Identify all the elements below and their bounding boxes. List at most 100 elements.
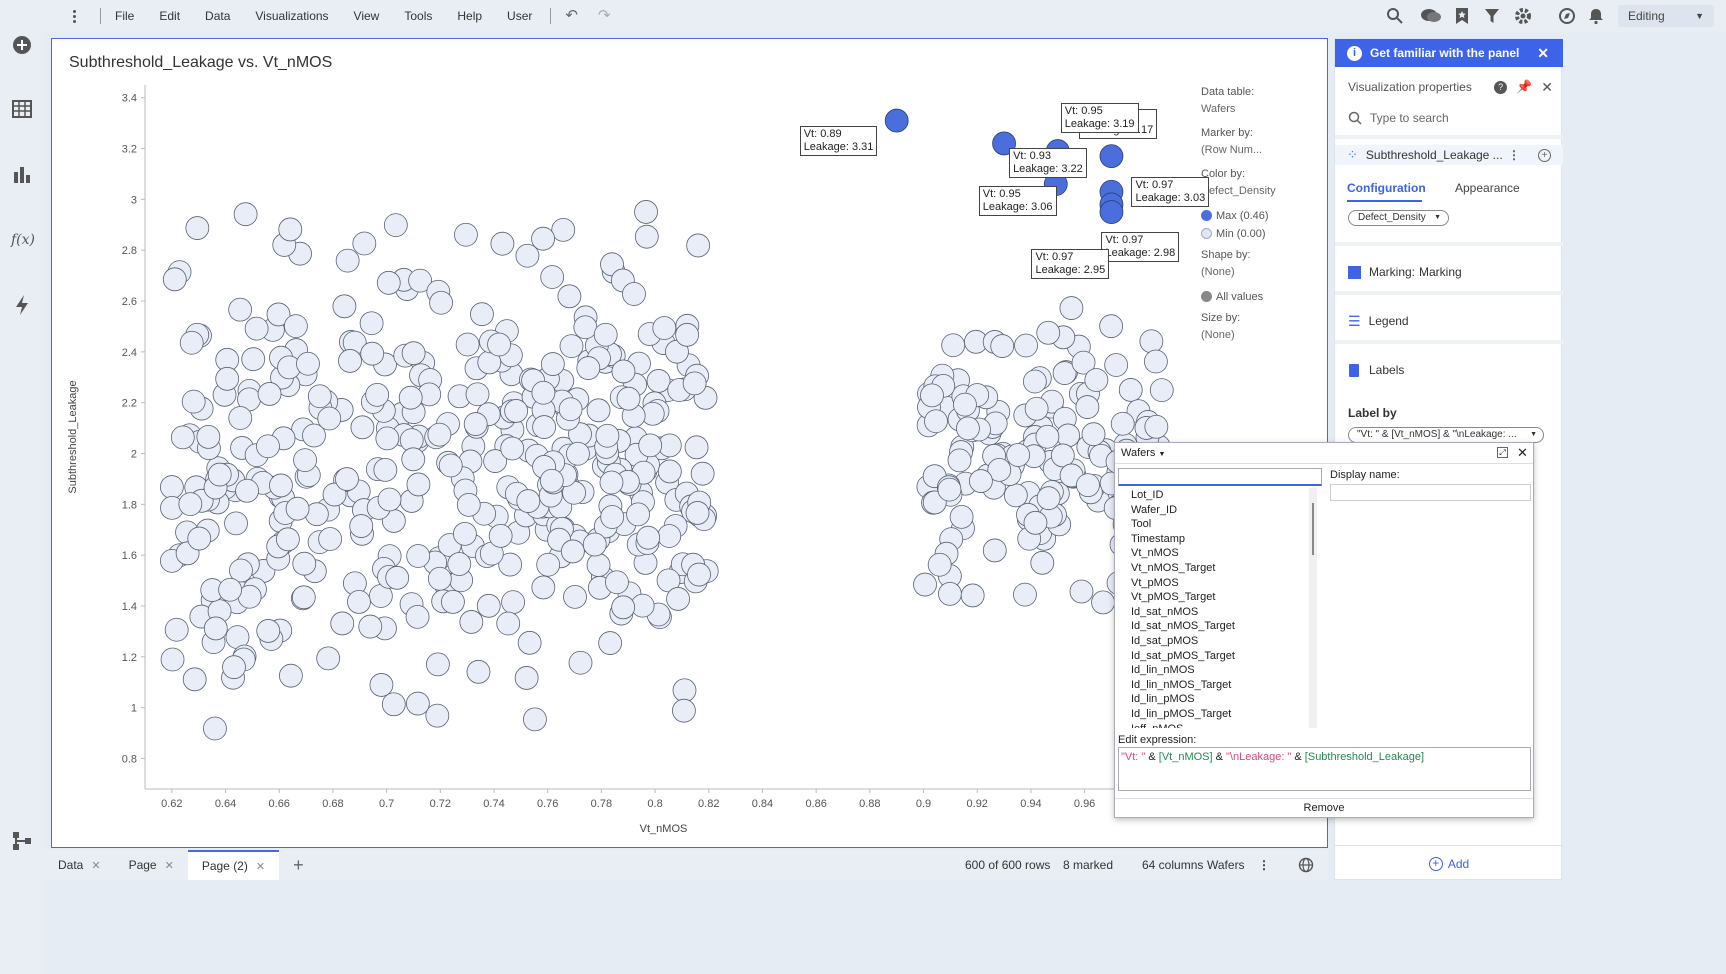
data-point (599, 470, 624, 495)
column-list-item[interactable]: Vt_pMOS_Target (1131, 591, 1216, 604)
column-list-item[interactable]: Lot_ID (1131, 489, 1164, 501)
x-tick-label: 0.62 (161, 798, 182, 810)
x-tick-label: 0.68 (322, 798, 343, 810)
hierarchy-icon[interactable] (11, 830, 33, 852)
expr-amp-2: & (1212, 751, 1227, 763)
x-tick-label: 0.94 (1020, 798, 1041, 810)
legend-section[interactable]: ☰ Legend (1335, 312, 1563, 330)
undo-icon[interactable]: ↶ (565, 7, 578, 24)
remove-button[interactable]: Remove (1115, 798, 1533, 817)
viz-more-icon[interactable]: ⋮ (1508, 148, 1520, 162)
status-table-name[interactable]: Wafers (1207, 858, 1245, 872)
column-list[interactable]: Lot_ID Wafer_ID Tool Timestamp Vt_nMOS Vt_nMO… (1131, 488, 1311, 728)
column-list-item[interactable]: Id_lin_pMOS_Target (1131, 707, 1232, 720)
close-popup-icon[interactable]: ✕ (1517, 445, 1528, 460)
scrollbar-thumb[interactable] (1312, 503, 1314, 555)
data-point (285, 496, 310, 521)
display-name-input[interactable] (1330, 484, 1531, 501)
column-list-item[interactable]: Id_lin_nMOS_Target (1131, 678, 1232, 691)
function-icon[interactable]: f(x) (11, 232, 36, 248)
column-list-item[interactable]: Ieff_nMOS (1131, 722, 1311, 729)
column-list-item[interactable]: Vt_nMOS (1131, 547, 1179, 560)
panel-search[interactable]: Type to search (1335, 107, 1563, 129)
expression-editor[interactable]: "Vt: " & [Vt_nMOS] & "\nLeakage: " & [Su… (1118, 747, 1531, 791)
legend-shape-by-value[interactable]: (None) (1201, 266, 1235, 278)
column-search-input[interactable] (1118, 468, 1322, 486)
tab-configuration[interactable]: Configuration (1347, 181, 1426, 195)
labels-section[interactable]: Labels (1335, 361, 1563, 379)
data-table-icon[interactable] (11, 98, 33, 120)
filter-icon[interactable] (1484, 7, 1500, 25)
column-list-item[interactable]: Timestamp (1131, 532, 1185, 545)
status-more-icon[interactable]: ⋮ (1258, 858, 1270, 872)
menu-view[interactable]: View (353, 9, 380, 23)
menu-edit[interactable]: Edit (159, 9, 181, 23)
menu-user[interactable]: User (507, 9, 533, 23)
column-list-item[interactable]: Id_sat_nMOS (1131, 605, 1199, 618)
tab-page[interactable]: Page ✕ (115, 850, 188, 880)
bookmark-icon[interactable] (1454, 7, 1470, 25)
help-icon[interactable]: ? (1494, 80, 1508, 94)
column-list-item[interactable]: Id_sat_nMOS_Target (1131, 620, 1235, 633)
close-icon[interactable]: ✕ (255, 860, 266, 873)
column-list-item[interactable]: Id_sat_pMOS (1131, 634, 1199, 647)
notifications-bell-icon[interactable] (1588, 7, 1604, 25)
data-point (568, 650, 593, 675)
collaboration-icon[interactable] (1420, 7, 1442, 25)
search-icon[interactable] (1386, 7, 1404, 25)
add-button[interactable]: + Add (1335, 855, 1563, 873)
pin-icon[interactable]: 📌 (1516, 79, 1533, 94)
viz-selector[interactable]: ⁘ Subthreshold_Leakage ... ⋮ + (1335, 145, 1563, 165)
y-tick-label: 2.8 (122, 245, 137, 257)
close-icon[interactable]: ✕ (164, 859, 174, 872)
column-list-item[interactable]: Vt_pMOS (1131, 576, 1179, 589)
y-tick-label: 1.4 (122, 601, 137, 613)
table-selector[interactable]: Wafers ▼ (1121, 447, 1165, 459)
lightning-icon[interactable] (11, 294, 33, 316)
labels-section-label: Labels (1369, 363, 1405, 377)
data-point (626, 502, 650, 527)
bar-chart-icon[interactable] (11, 164, 33, 186)
settings-gear-icon[interactable] (1514, 7, 1532, 25)
tab-page-2[interactable]: Page (2) ✕ (187, 850, 280, 880)
expand-icon[interactable]: ⤢ (1497, 447, 1508, 458)
close-panel-icon[interactable]: ✕ (1541, 78, 1553, 95)
close-icon[interactable]: ✕ (91, 859, 101, 872)
scatter-plot[interactable]: 0.8 1 1.2 1.4 1.6 1.8 2 2.2 2.4 2.6 2.8 3 3.2 3.4 0.62… (52, 39, 1322, 839)
config-tabs: Configuration Appearance (1335, 181, 1563, 205)
column-list-item[interactable]: Id_lin_nMOS (1131, 664, 1195, 677)
column-list-item[interactable]: Vt_nMOS_Target (1131, 561, 1216, 574)
panel-banner[interactable]: i Get familiar with the panel ✕ (1335, 39, 1563, 67)
legend-size-by-value[interactable]: (None) (1201, 329, 1235, 341)
tab-data[interactable]: Data ✕ (44, 850, 115, 880)
marking-section[interactable]: Marking: Marking (1335, 263, 1563, 281)
menu-help[interactable]: Help (457, 9, 483, 23)
globe-icon[interactable] (1298, 857, 1314, 873)
data-point (1059, 296, 1084, 320)
add-viz-icon[interactable]: + (1538, 148, 1551, 162)
menu-file[interactable]: File (115, 9, 135, 23)
menu-visualizations[interactable]: Visualizations (255, 9, 329, 23)
add-page-icon[interactable]: + (293, 854, 304, 875)
x-tick-label: 0.82 (698, 798, 719, 810)
color-column-pill[interactable]: Defect_Density ▼ (1348, 210, 1449, 226)
tab-appearance[interactable]: Appearance (1455, 181, 1520, 195)
column-list-item[interactable]: Tool (1131, 518, 1152, 531)
legend-marker-by-value[interactable]: (Row Num... (1201, 144, 1263, 156)
legend-data-table-value[interactable]: Wafers (1201, 103, 1236, 115)
menu-data[interactable]: Data (205, 9, 231, 23)
redo-icon[interactable]: ↷ (597, 7, 611, 24)
mode-dropdown[interactable]: Editing ▼ (1618, 5, 1714, 27)
label-by-pill[interactable]: "Vt: " & [Vt_nMOS] & "\nLeakage: ... ▼ (1348, 427, 1544, 443)
compass-icon[interactable] (1558, 7, 1576, 25)
column-list-item[interactable]: Wafer_ID (1131, 503, 1178, 516)
data-point (636, 525, 661, 550)
column-list-item[interactable]: Id_sat_pMOS_Target (1131, 649, 1235, 662)
menu-tools[interactable]: Tools (404, 9, 433, 23)
close-banner-icon[interactable]: ✕ (1537, 44, 1549, 61)
column-list-scrollbar[interactable] (1309, 488, 1317, 728)
column-list-item[interactable]: Id_lin_pMOS (1131, 693, 1195, 706)
more-menu-icon[interactable] (70, 9, 78, 23)
add-circle-icon[interactable] (11, 34, 33, 56)
legend-color-by-value[interactable]: Defect_Density (1201, 185, 1276, 197)
